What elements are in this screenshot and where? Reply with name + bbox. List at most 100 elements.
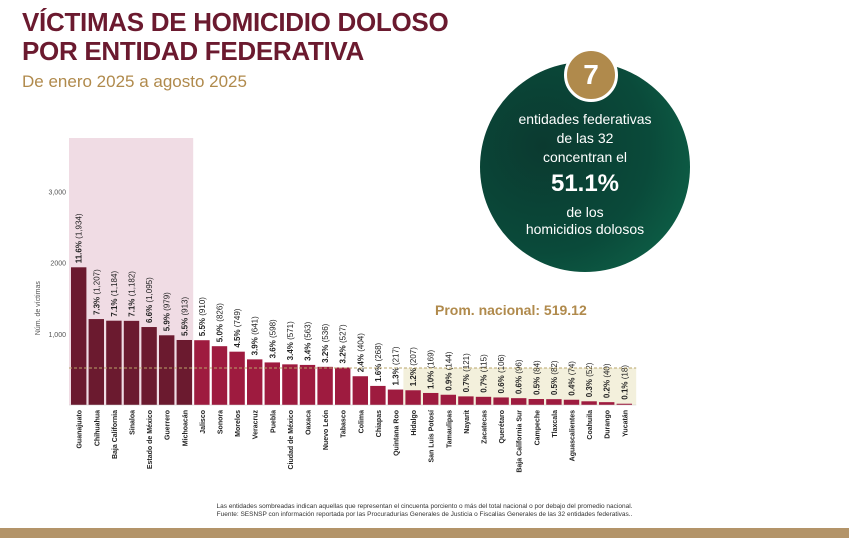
data-label-count: (121) xyxy=(462,353,471,372)
data-label-percent: 6.6% xyxy=(145,303,154,323)
data-label-percent: 0.5% xyxy=(550,375,559,395)
bar xyxy=(176,339,192,405)
bar xyxy=(194,340,210,405)
data-label: 3.4% (563) xyxy=(304,321,313,360)
category-label: Zacatecas xyxy=(482,410,489,444)
data-label-percent: 0.1% xyxy=(620,379,629,399)
bottom-accent-bar xyxy=(0,528,849,538)
data-label-percent: 3.4% xyxy=(304,340,313,360)
data-label-count: (571) xyxy=(286,321,295,340)
data-label: 0.6% (96) xyxy=(515,359,524,394)
callout-line-4: de los xyxy=(566,204,604,220)
category-label: Baja California xyxy=(112,410,119,459)
data-label: 1.2% (207) xyxy=(409,347,418,386)
data-label: 11.6% (1,934) xyxy=(75,213,84,263)
bar xyxy=(299,364,316,405)
data-label-percent: 7.3% xyxy=(92,295,101,315)
data-label-percent: 1.0% xyxy=(427,368,436,388)
data-label-percent: 0.6% xyxy=(497,373,506,393)
bar xyxy=(475,396,492,405)
data-label-count: (536) xyxy=(321,323,330,342)
data-label: 3.6% (598) xyxy=(268,319,277,358)
page-subtitle: De enero 2025 a agosto 2025 xyxy=(22,72,247,91)
data-label-percent: 7.1% xyxy=(128,296,137,316)
data-label: 7.3% (1,207) xyxy=(92,269,101,315)
category-label: Tlaxcala xyxy=(552,410,559,438)
data-label: 0.5% (82) xyxy=(550,360,559,395)
bar xyxy=(387,389,404,405)
data-label-percent: 3.2% xyxy=(321,342,330,362)
category-label: Ciudad de México xyxy=(288,410,295,470)
title-line-1: VÍCTIMAS DE HOMICIDIO DOLOSO xyxy=(22,7,449,37)
bar xyxy=(106,320,122,405)
data-label-percent: 5.9% xyxy=(163,311,172,331)
callout-line-5: homicidios dolosos xyxy=(525,221,645,237)
footnote-shading: Las entidades sombreadas indican aquella… xyxy=(216,503,633,510)
data-label-percent: 4.5% xyxy=(233,327,242,347)
data-label-count: (268) xyxy=(374,342,383,361)
data-label: 6.6% (1,095) xyxy=(145,277,154,323)
category-label: Tabasco xyxy=(341,410,348,438)
category-label: Hidalgo xyxy=(411,410,418,436)
data-label-percent: 11.6% xyxy=(75,239,84,263)
data-label-count: (598) xyxy=(268,319,277,338)
data-label-count: (826) xyxy=(216,303,225,322)
data-label-count: (52) xyxy=(585,362,594,377)
data-label-count: (207) xyxy=(409,347,418,366)
callout-line-2: de las 32 xyxy=(556,130,614,146)
data-label: 5.0% (826) xyxy=(216,303,225,342)
data-label: 5.9% (979) xyxy=(163,292,172,331)
data-label-percent: 3.9% xyxy=(251,335,260,355)
data-label-percent: 3.4% xyxy=(286,340,295,360)
data-label-percent: 0.7% xyxy=(480,372,489,392)
category-label: Nayarit xyxy=(464,409,471,433)
data-label: 3.2% (536) xyxy=(321,323,330,362)
callout-circle: entidades federativas de las 32 concentr… xyxy=(480,62,690,272)
data-label-count: (404) xyxy=(356,333,365,352)
data-label: 3.2% (527) xyxy=(339,324,348,363)
data-label-percent: 3.6% xyxy=(268,338,277,358)
data-label: 0.7% (121) xyxy=(462,353,471,392)
data-label-percent: 0.4% xyxy=(568,375,577,395)
data-label: 0.2% (40) xyxy=(603,363,612,398)
data-label: 3.4% (571) xyxy=(286,321,295,360)
category-label: Oaxaca xyxy=(306,410,313,435)
callout-number-badge: 7 xyxy=(564,48,618,102)
category-label: Baja California Sur xyxy=(517,410,524,473)
category-label: Chihuahua xyxy=(94,410,101,446)
data-label-percent: 5.5% xyxy=(198,316,207,336)
average-label: Prom. nacional: 519.12 xyxy=(435,302,587,318)
bar xyxy=(282,364,298,405)
bar xyxy=(581,401,597,405)
data-label-count: (910) xyxy=(198,297,207,316)
bar xyxy=(440,394,456,405)
data-label-count: (144) xyxy=(444,351,453,370)
data-label-percent: 1.3% xyxy=(392,365,401,385)
data-label-percent: 0.7% xyxy=(462,372,471,392)
bar xyxy=(317,366,333,405)
data-label-percent: 1.2% xyxy=(409,366,418,386)
bar xyxy=(264,362,280,405)
data-label-count: (1,207) xyxy=(92,269,101,295)
callout-line-1: entidades federativas xyxy=(518,111,652,127)
data-label: 3.9% (641) xyxy=(251,316,260,355)
data-label: 7.1% (1,182) xyxy=(128,271,137,317)
bar xyxy=(546,399,562,405)
data-label: 0.5% (84) xyxy=(532,360,541,395)
bar xyxy=(123,320,140,405)
data-label-count: (641) xyxy=(251,316,260,335)
bar xyxy=(563,399,580,405)
data-label-percent: 1.6% xyxy=(374,361,383,381)
bar xyxy=(599,402,615,405)
category-label: Jalisco xyxy=(200,410,207,434)
bar xyxy=(511,398,527,405)
bar xyxy=(71,267,87,405)
bar xyxy=(247,359,263,405)
data-label-count: (40) xyxy=(603,363,612,378)
category-label: Yucatán xyxy=(622,410,629,437)
category-label: Durango xyxy=(605,410,612,439)
data-label: 0.3% (52) xyxy=(585,362,594,397)
callout-line-3: concentran el xyxy=(542,149,628,165)
category-label: Morelos xyxy=(235,410,242,437)
